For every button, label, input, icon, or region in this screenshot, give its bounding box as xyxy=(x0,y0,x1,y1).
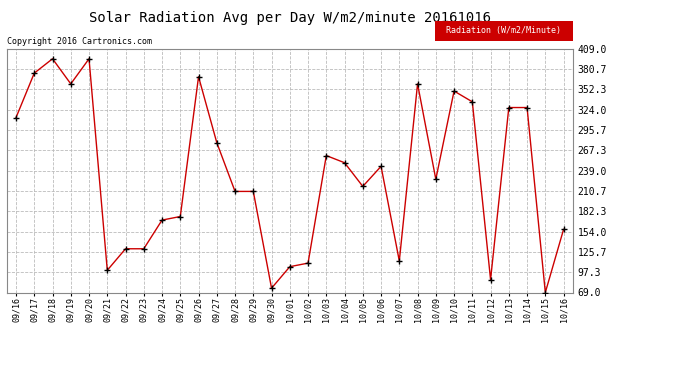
Text: Solar Radiation Avg per Day W/m2/minute 20161016: Solar Radiation Avg per Day W/m2/minute … xyxy=(89,11,491,25)
Text: Copyright 2016 Cartronics.com: Copyright 2016 Cartronics.com xyxy=(7,38,152,46)
Text: Radiation (W/m2/Minute): Radiation (W/m2/Minute) xyxy=(446,26,561,36)
